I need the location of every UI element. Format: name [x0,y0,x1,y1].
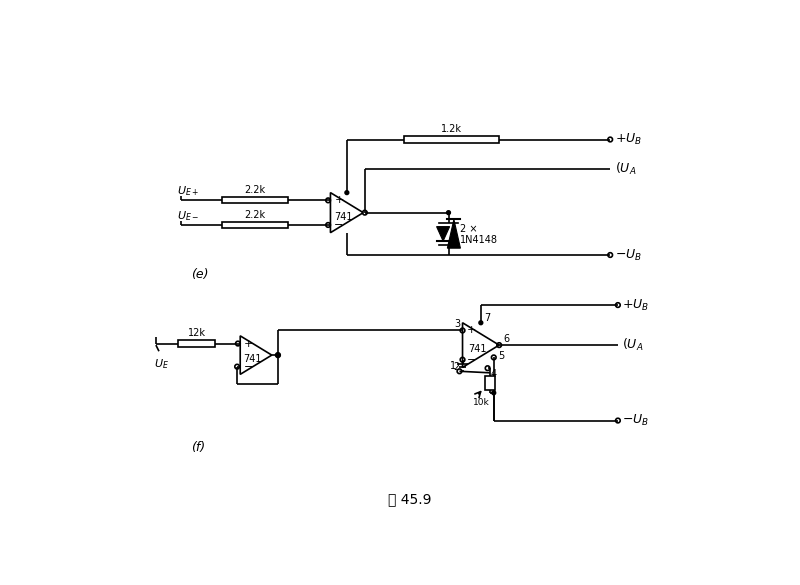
Text: 2.2k: 2.2k [244,185,266,195]
Text: 3: 3 [454,318,460,329]
Text: 10k: 10k [473,398,490,407]
Text: −: − [466,355,476,364]
Circle shape [446,211,450,215]
Bar [405,136,498,143]
Text: $U_E$: $U_E$ [154,357,169,371]
Text: $R_p$: $R_p$ [483,375,496,389]
Bar [222,197,288,204]
Circle shape [492,391,496,395]
Text: −: − [334,220,344,230]
Circle shape [479,321,482,325]
Text: $-U_B$: $-U_B$ [622,413,649,428]
Text: +: + [334,195,344,205]
Text: (e): (e) [190,268,208,281]
Text: 1N4148: 1N4148 [460,235,498,245]
Text: +: + [244,339,254,349]
Text: 2 ×: 2 × [460,224,478,234]
Text: $+U_B$: $+U_B$ [615,132,642,147]
Text: 4: 4 [490,369,497,378]
Bar [222,222,288,228]
Text: $\mathsf{(}U_A$: $\mathsf{(}U_A$ [622,337,643,353]
Bar [485,376,495,390]
Circle shape [345,191,349,195]
Text: −: − [244,362,254,371]
Text: $U_{E+}$: $U_{E+}$ [178,184,200,198]
Text: (f): (f) [190,441,205,454]
Text: 741: 741 [244,354,262,364]
Text: +: + [466,325,476,335]
Bar [178,340,215,347]
Text: 7: 7 [484,313,490,323]
Text: 1: 1 [450,361,455,371]
Text: 12k: 12k [188,328,206,338]
Text: $\mathsf{(}U_A$: $\mathsf{(}U_A$ [615,161,636,177]
Polygon shape [437,226,450,241]
Text: 741: 741 [334,212,353,222]
Text: 2: 2 [453,362,459,371]
Circle shape [276,353,280,357]
Text: $U_{E-}$: $U_{E-}$ [178,209,200,223]
Text: $+U_B$: $+U_B$ [622,298,649,312]
Text: 741: 741 [469,344,487,354]
Text: 6: 6 [504,334,510,344]
Text: 5: 5 [498,351,505,361]
Polygon shape [447,219,461,248]
Text: 2.2k: 2.2k [244,209,266,219]
Text: 1.2k: 1.2k [441,124,462,134]
Text: 图 45.9: 图 45.9 [388,492,432,506]
Text: $-U_B$: $-U_B$ [615,247,642,263]
